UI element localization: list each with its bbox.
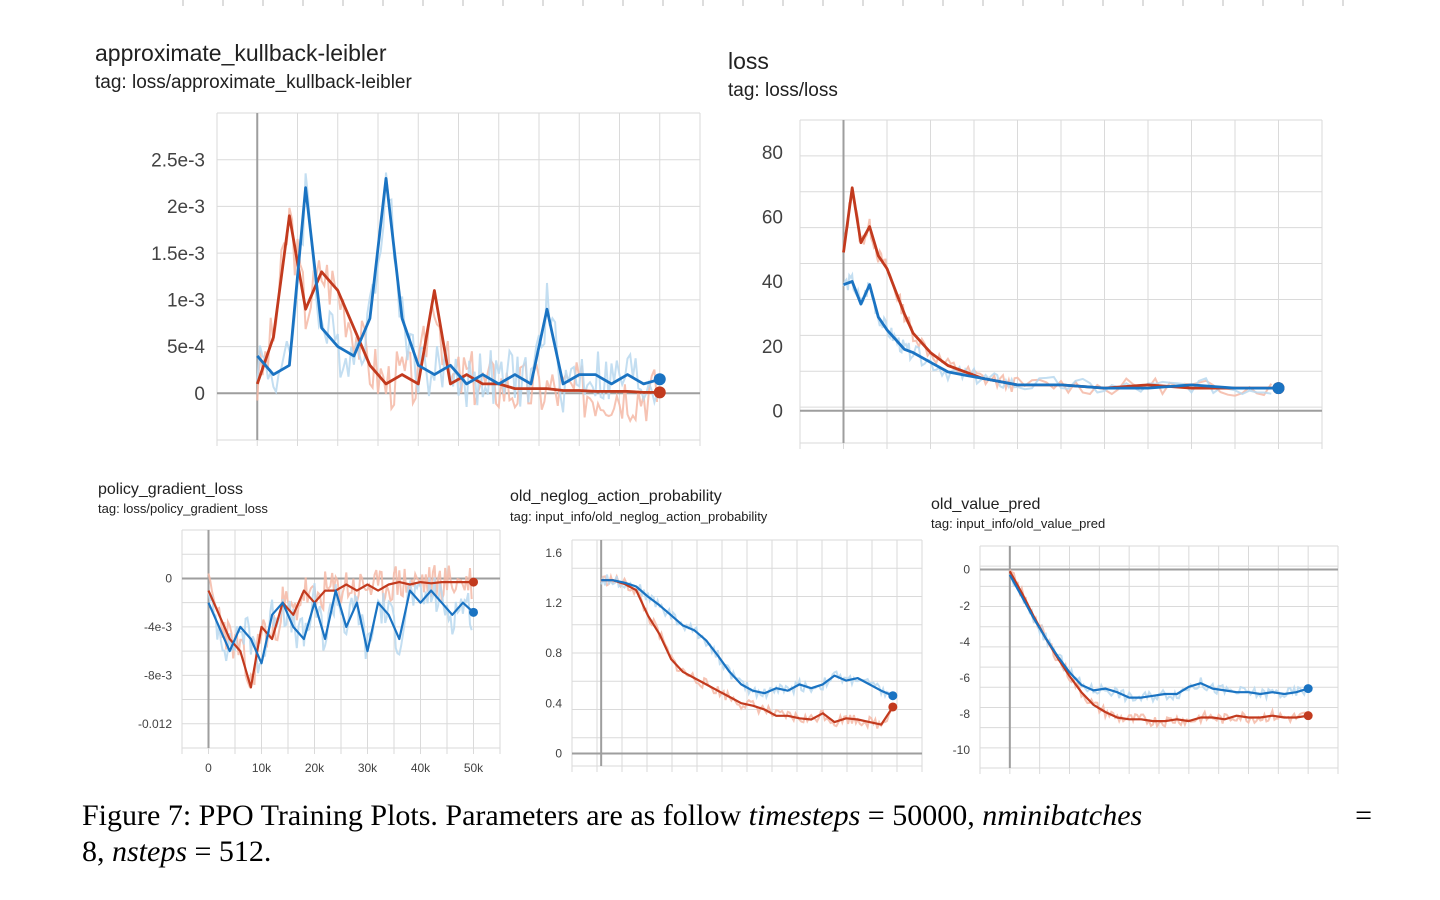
caption-line-1: Figure 7: PPO Training Plots. Parameters… bbox=[82, 798, 1372, 834]
series-raw-red bbox=[842, 191, 1273, 397]
caption-line-2: 8, nsteps = 512. bbox=[82, 834, 1372, 870]
x-tick-label: 50k bbox=[464, 761, 484, 775]
chart-tag: tag: input_info/old_value_pred bbox=[931, 516, 1106, 531]
y-tick-label: 1.6 bbox=[545, 546, 562, 560]
series-raw-blue bbox=[600, 574, 892, 701]
y-tick-label: 80 bbox=[762, 143, 783, 164]
y-tick-label: 1.2 bbox=[545, 596, 562, 610]
caption-text: = 50000, bbox=[860, 799, 983, 832]
caption-math: nsteps bbox=[112, 835, 187, 868]
x-tick-label: 20k bbox=[305, 761, 325, 775]
series-end-marker-blue bbox=[469, 607, 478, 617]
chart-tag: tag: loss/policy_gradient_loss bbox=[98, 501, 268, 516]
caption-math: timesteps bbox=[748, 799, 861, 832]
y-tick-label: -10 bbox=[953, 743, 971, 757]
y-tick-label: 20 bbox=[762, 337, 783, 358]
series-line-blue bbox=[256, 176, 661, 386]
y-tick-label: 0 bbox=[772, 401, 783, 422]
series-end-marker-blue bbox=[1272, 382, 1285, 395]
y-tick-label: -4 bbox=[959, 635, 970, 649]
y-tick-label: 0.8 bbox=[545, 646, 562, 660]
chart-tag: tag: loss/loss bbox=[728, 80, 838, 101]
y-tick-label: -0.012 bbox=[138, 717, 172, 731]
chart-title: approximate_kullback-leibler bbox=[95, 40, 387, 66]
y-tick-label: 0 bbox=[555, 747, 562, 761]
series-end-marker-red bbox=[1303, 711, 1313, 721]
chart-title: old_value_pred bbox=[931, 496, 1041, 513]
series-line-blue bbox=[1008, 574, 1309, 699]
chart-title: policy_gradient_loss bbox=[98, 481, 243, 498]
grid bbox=[571, 539, 923, 772]
y-tick-label: -2 bbox=[959, 599, 970, 613]
series-line-red bbox=[255, 214, 660, 394]
y-tick-label: -6 bbox=[959, 671, 970, 685]
chart-tag: tag: input_info/old_neglog_action_probab… bbox=[510, 509, 768, 524]
grid bbox=[979, 545, 1339, 774]
caption-prefix: Figure 7: PPO Training Plots. Parameters… bbox=[82, 799, 749, 832]
figure-caption: Figure 7: PPO Training Plots. Parameters… bbox=[82, 798, 1372, 870]
y-tick-label: 2e-3 bbox=[167, 197, 205, 218]
chart-title: old_neglog_action_probability bbox=[510, 488, 722, 505]
chart-title: loss bbox=[728, 48, 769, 74]
series-end-marker-blue bbox=[888, 691, 898, 701]
x-tick-label: 30k bbox=[358, 761, 378, 775]
series-line-blue bbox=[843, 280, 1279, 390]
series-end-marker-red bbox=[469, 577, 478, 587]
y-tick-label: 0 bbox=[165, 572, 172, 586]
y-tick-label: 0 bbox=[194, 384, 205, 405]
grid bbox=[216, 112, 701, 446]
caption-text: 8, bbox=[82, 835, 112, 868]
series-line-red bbox=[207, 580, 474, 689]
caption-text: = 512. bbox=[187, 835, 272, 868]
y-tick-label: 1e-3 bbox=[167, 291, 205, 312]
y-tick-label: 0 bbox=[963, 563, 970, 577]
caption-text: = bbox=[1355, 799, 1372, 832]
y-tick-label: -8 bbox=[959, 707, 970, 721]
x-tick-label: 10k bbox=[252, 761, 272, 775]
series-line-red bbox=[601, 579, 894, 726]
x-tick-label: 40k bbox=[411, 761, 431, 775]
series-line-blue bbox=[207, 589, 475, 665]
series-raw-blue bbox=[1008, 574, 1308, 704]
x-tick-label: 0 bbox=[205, 761, 212, 775]
chart-tag: tag: loss/approximate_kullback-leibler bbox=[95, 72, 412, 93]
series-end-marker-red bbox=[653, 386, 666, 399]
y-tick-label: 1.5e-3 bbox=[151, 244, 205, 265]
series-end-marker-blue bbox=[653, 373, 666, 386]
y-tick-label: 2.5e-3 bbox=[151, 150, 205, 171]
y-tick-label: 40 bbox=[762, 272, 783, 293]
series-line-red bbox=[842, 186, 1279, 390]
series-end-marker-blue bbox=[1303, 684, 1313, 694]
caption-math: nminibatches bbox=[982, 799, 1143, 832]
series-line-blue bbox=[601, 579, 894, 697]
y-tick-label: 60 bbox=[762, 208, 783, 229]
series-raw-blue bbox=[207, 577, 473, 674]
y-tick-label: -4e-3 bbox=[144, 620, 172, 634]
cropped-axis-ticks-top bbox=[182, 0, 1344, 6]
series-end-marker-red bbox=[888, 702, 898, 712]
y-tick-label: -8e-3 bbox=[144, 669, 172, 683]
y-tick-label: 0.4 bbox=[545, 696, 562, 710]
series-line-red bbox=[1008, 570, 1309, 723]
y-tick-label: 5e-4 bbox=[167, 337, 205, 358]
